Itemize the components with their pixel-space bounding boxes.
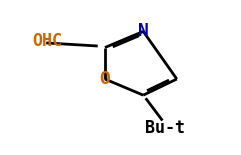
Text: N: N [138, 22, 149, 40]
Text: Bu-t: Bu-t [145, 119, 185, 137]
Text: OHC: OHC [32, 32, 62, 50]
Text: O: O [100, 70, 110, 88]
